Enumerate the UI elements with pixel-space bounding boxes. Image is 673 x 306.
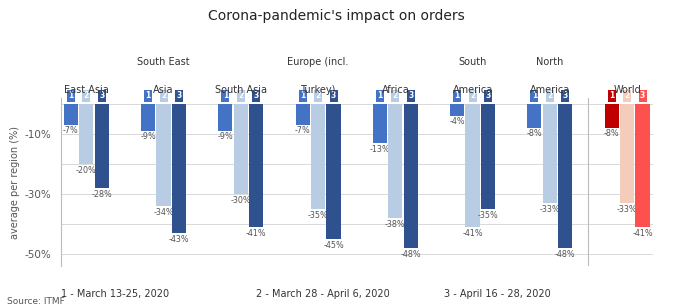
Text: -28%: -28% [92,190,112,199]
Text: -30%: -30% [231,196,251,205]
Text: 1: 1 [532,91,537,100]
Text: 3: 3 [408,91,413,100]
Bar [466,104,480,227]
Text: 2: 2 [161,91,166,100]
Text: -8%: -8% [526,129,542,139]
Text: 1: 1 [378,91,382,100]
Text: 2: 2 [625,91,630,100]
Text: -43%: -43% [169,235,189,244]
Text: -8%: -8% [604,129,619,139]
Text: 1: 1 [68,91,73,100]
Text: 3: 3 [99,91,104,100]
Bar [404,104,418,248]
Bar [527,104,542,128]
Text: 3: 3 [331,91,336,100]
Text: 1 - March 13-25, 2020: 1 - March 13-25, 2020 [61,289,169,299]
Text: 2: 2 [238,91,244,100]
Bar [311,104,325,209]
Text: North: North [536,57,563,67]
Text: -48%: -48% [555,250,575,259]
Text: Europe (incl.: Europe (incl. [287,57,349,67]
Text: Asia: Asia [153,85,174,95]
Bar [373,104,387,143]
Text: -35%: -35% [478,211,499,220]
Text: 3: 3 [176,91,182,100]
Text: 1: 1 [454,91,460,100]
Text: 1: 1 [300,91,306,100]
Text: -33%: -33% [540,205,560,214]
Text: 1: 1 [223,91,228,100]
Text: America: America [452,85,493,95]
Y-axis label: average per region (%): average per region (%) [10,125,20,239]
Text: 3: 3 [254,91,259,100]
Text: -41%: -41% [462,229,483,238]
Text: 3: 3 [563,91,568,100]
Bar [156,104,171,206]
Text: 1: 1 [609,91,614,100]
Text: 2: 2 [470,91,475,100]
Bar [79,104,94,164]
Bar [218,104,232,131]
Text: 2: 2 [392,91,398,100]
Text: -35%: -35% [308,211,328,220]
Text: 2: 2 [316,91,321,100]
Bar [141,104,155,131]
Text: 2 - March 28 - April 6, 2020: 2 - March 28 - April 6, 2020 [256,289,390,299]
Text: 3 - April 16 - 28, 2020: 3 - April 16 - 28, 2020 [444,289,551,299]
Bar [295,104,310,125]
Text: -9%: -9% [217,132,234,141]
Text: -45%: -45% [323,241,344,250]
Text: 3: 3 [640,91,645,100]
Text: -48%: -48% [400,250,421,259]
Bar [234,104,248,194]
Text: -41%: -41% [632,229,653,238]
Bar [64,104,78,125]
Bar [481,104,495,209]
Text: 2: 2 [83,91,89,100]
Text: -13%: -13% [369,144,390,154]
Text: 3: 3 [485,91,491,100]
Text: -7%: -7% [63,126,79,136]
Bar [620,104,634,203]
Bar [326,104,341,239]
Bar [249,104,263,227]
Bar [558,104,572,248]
Text: East Asia: East Asia [64,85,109,95]
Text: -4%: -4% [450,118,465,126]
Bar [542,104,557,203]
Text: -38%: -38% [385,220,406,229]
Text: South Asia: South Asia [215,85,267,95]
Text: -34%: -34% [153,207,174,217]
Bar [604,104,618,128]
Text: Corona-pandemic's impact on orders: Corona-pandemic's impact on orders [208,9,465,23]
Text: Source: ITMF: Source: ITMF [7,297,65,306]
Text: -41%: -41% [246,229,267,238]
Bar [95,104,109,188]
Text: Africa: Africa [382,85,409,95]
Bar [635,104,649,227]
Text: America: America [530,85,570,95]
Text: -7%: -7% [295,126,310,136]
Text: South: South [458,57,487,67]
Text: -20%: -20% [76,166,97,174]
Bar [172,104,186,233]
Text: 2: 2 [547,91,553,100]
Text: 1: 1 [145,91,151,100]
Bar [388,104,402,218]
Text: -9%: -9% [140,132,156,141]
Text: South East: South East [137,57,190,67]
Text: -33%: -33% [616,205,637,214]
Text: Turkey): Turkey) [300,85,336,95]
Bar [450,104,464,116]
Text: World: World [613,85,641,95]
